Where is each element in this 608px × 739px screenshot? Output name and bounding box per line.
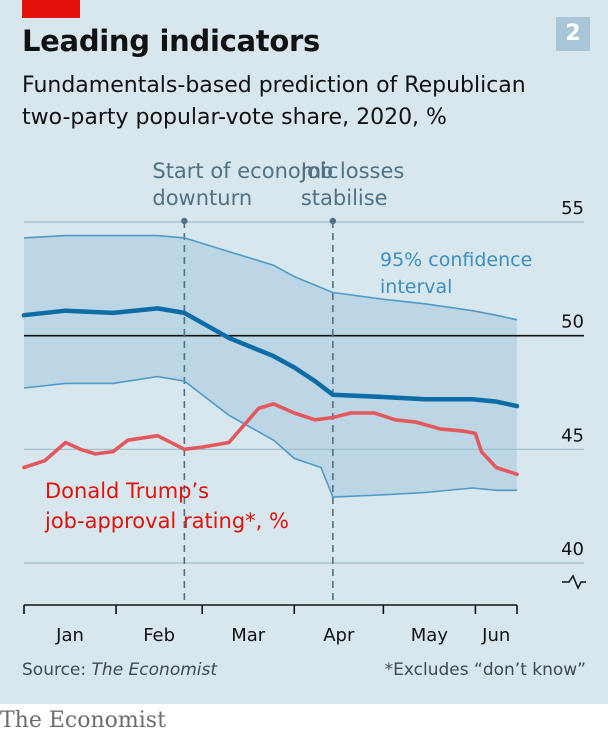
trump-series-label: Donald Trump’s	[45, 479, 209, 503]
chart-number-badge: 2	[556, 17, 590, 51]
annotation-text: Start of economic	[152, 159, 338, 183]
prediction-line	[21, 306, 520, 409]
ci-lower-line	[23, 375, 517, 498]
ci-label: interval	[380, 276, 452, 298]
trump-series-label: job-approval rating*, %	[44, 509, 289, 533]
ci-upper-line	[23, 234, 518, 321]
chart-title: Leading indicators	[22, 24, 320, 58]
annotation-dot	[329, 217, 337, 225]
source-name: The Economist	[91, 660, 218, 680]
confidence-interval-band	[24, 235, 517, 498]
x-tick-label: Apr	[323, 625, 355, 646]
footnote: *Excludes “don’t know”	[384, 660, 586, 680]
brand-logo-text: The Economist	[0, 708, 166, 733]
source-note: Source: The Economist	[22, 660, 217, 680]
brand-red-bar	[22, 0, 80, 18]
source-prefix: Source:	[22, 660, 92, 680]
x-tick-label: Mar	[231, 625, 266, 646]
x-tick-label: May	[411, 625, 449, 646]
x-tick-label: Jun	[481, 625, 510, 646]
y-tick-label: 50	[561, 312, 584, 333]
trump-approval-line	[22, 402, 519, 477]
ci-label: 95% confidence	[380, 249, 532, 271]
annotation-text: stabilise	[301, 186, 388, 210]
x-tick-label: Jan	[55, 625, 84, 646]
annotation-text: Job losses	[299, 159, 404, 183]
chart-subtitle: Fundamentals-based prediction of Republi…	[22, 73, 526, 130]
annotation-dot	[181, 217, 188, 225]
y-tick-label: 55	[561, 198, 584, 219]
axis-break-icon	[562, 574, 586, 590]
x-tick-label: Feb	[143, 625, 175, 646]
y-tick-label: 45	[561, 425, 584, 446]
y-tick-label: 40	[561, 539, 584, 560]
line-chart: 55 50 45 40 Start of economic downturn Job los…	[21, 159, 586, 646]
annotation-text: downturn	[152, 186, 252, 210]
